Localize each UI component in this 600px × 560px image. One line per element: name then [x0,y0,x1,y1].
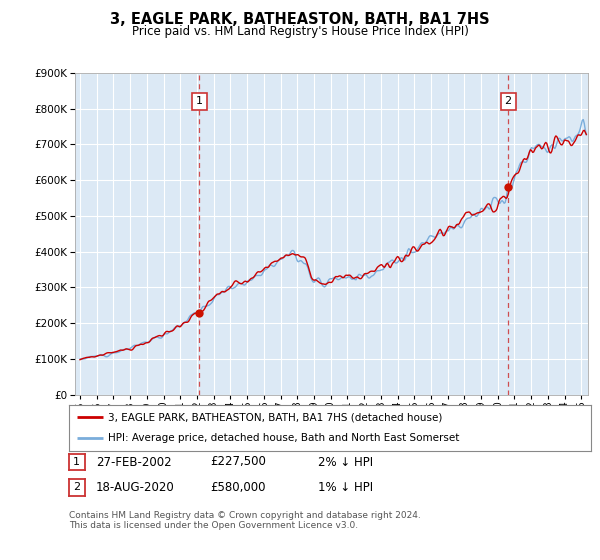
Text: £580,000: £580,000 [210,480,265,494]
Text: Price paid vs. HM Land Registry's House Price Index (HPI): Price paid vs. HM Land Registry's House … [131,25,469,38]
Text: HPI: Average price, detached house, Bath and North East Somerset: HPI: Average price, detached house, Bath… [108,433,460,444]
Text: 27-FEB-2002: 27-FEB-2002 [96,455,172,469]
Text: 3, EAGLE PARK, BATHEASTON, BATH, BA1 7HS (detached house): 3, EAGLE PARK, BATHEASTON, BATH, BA1 7HS… [108,412,443,422]
Text: 1% ↓ HPI: 1% ↓ HPI [318,480,373,494]
Text: 2% ↓ HPI: 2% ↓ HPI [318,455,373,469]
Text: 2: 2 [505,96,512,106]
Text: Contains HM Land Registry data © Crown copyright and database right 2024.
This d: Contains HM Land Registry data © Crown c… [69,511,421,530]
Text: 2: 2 [73,482,80,492]
Text: £227,500: £227,500 [210,455,266,469]
Text: 1: 1 [196,96,203,106]
Text: 3, EAGLE PARK, BATHEASTON, BATH, BA1 7HS: 3, EAGLE PARK, BATHEASTON, BATH, BA1 7HS [110,12,490,27]
Text: 18-AUG-2020: 18-AUG-2020 [96,480,175,494]
Text: 1: 1 [73,457,80,467]
